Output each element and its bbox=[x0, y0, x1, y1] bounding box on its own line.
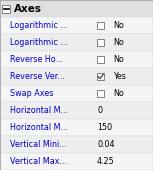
Bar bbox=[0, 0, 153, 17]
Text: 0: 0 bbox=[97, 106, 102, 115]
Text: Logarithmic ...: Logarithmic ... bbox=[10, 38, 68, 47]
Bar bbox=[0, 51, 153, 68]
Text: 4.25: 4.25 bbox=[97, 157, 115, 166]
Text: Reverse Ho...: Reverse Ho... bbox=[10, 55, 63, 64]
Bar bbox=[97, 39, 104, 46]
Bar bbox=[0, 119, 153, 136]
Text: No: No bbox=[113, 21, 124, 30]
Text: Yes: Yes bbox=[113, 72, 126, 81]
Text: No: No bbox=[113, 38, 124, 47]
Bar bbox=[2, 4, 10, 13]
Bar bbox=[97, 73, 104, 80]
Text: 0.04: 0.04 bbox=[97, 140, 114, 149]
Text: 150: 150 bbox=[97, 123, 112, 132]
Text: Swap Axes: Swap Axes bbox=[10, 89, 53, 98]
Text: No: No bbox=[113, 55, 124, 64]
Text: Horizontal M...: Horizontal M... bbox=[10, 123, 68, 132]
Bar bbox=[0, 85, 153, 102]
Text: Logarithmic ...: Logarithmic ... bbox=[10, 21, 68, 30]
Bar bbox=[97, 90, 104, 97]
Bar bbox=[0, 153, 153, 170]
Bar bbox=[0, 17, 153, 34]
Bar bbox=[0, 102, 153, 119]
Bar bbox=[97, 56, 104, 63]
Text: Axes: Axes bbox=[14, 4, 42, 13]
Text: Vertical Max...: Vertical Max... bbox=[10, 157, 67, 166]
Bar bbox=[0, 34, 153, 51]
Text: Horizontal M...: Horizontal M... bbox=[10, 106, 68, 115]
Bar bbox=[97, 22, 104, 29]
Bar bbox=[0, 68, 153, 85]
Text: No: No bbox=[113, 89, 124, 98]
Bar bbox=[0, 136, 153, 153]
Text: Vertical Mini...: Vertical Mini... bbox=[10, 140, 67, 149]
Text: Reverse Ver...: Reverse Ver... bbox=[10, 72, 65, 81]
